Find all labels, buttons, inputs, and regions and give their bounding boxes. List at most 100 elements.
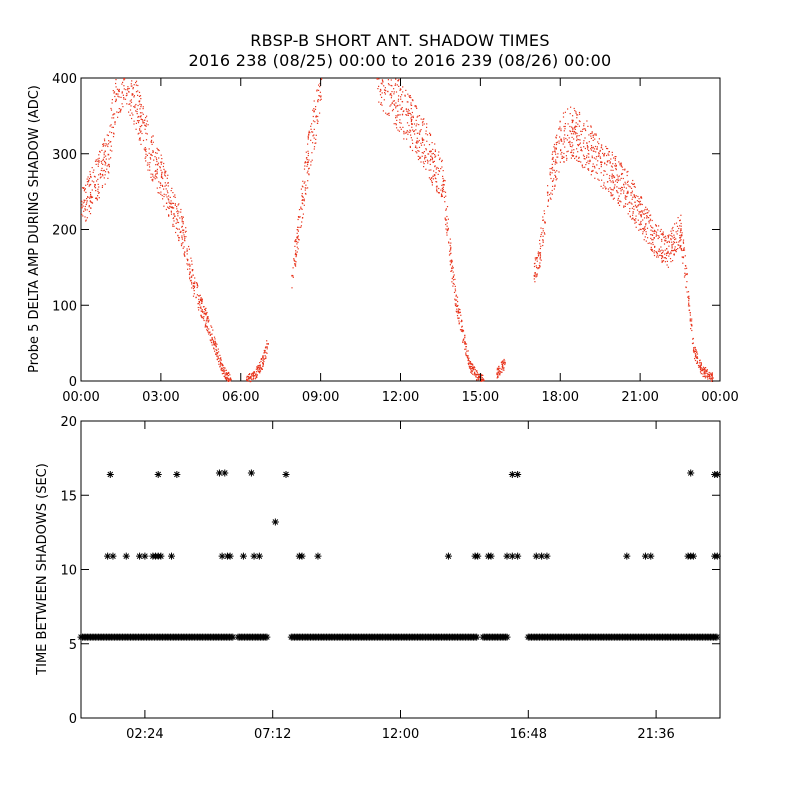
- probe-amp-point: [401, 107, 403, 109]
- probe-amp-point: [441, 160, 443, 163]
- probe-amp-point: [217, 356, 219, 358]
- probe-amp-point: [100, 160, 102, 162]
- probe-amp-point: [583, 140, 585, 142]
- probe-amp-point: [449, 260, 451, 262]
- probe-amp-point: [144, 147, 146, 149]
- probe-amp-point: [301, 196, 304, 198]
- probe-amp-point: [610, 195, 612, 197]
- probe-amp-point: [602, 148, 604, 150]
- probe-amp-point: [625, 183, 627, 185]
- probe-amp-point: [598, 168, 600, 170]
- probe-amp-point: [445, 219, 448, 221]
- probe-amp-point: [208, 320, 210, 322]
- probe-amp-point: [706, 376, 708, 378]
- probe-amp-point: [674, 248, 676, 250]
- bottom-x-tick-label: 16:48: [510, 727, 547, 742]
- probe-amp-point: [171, 206, 174, 209]
- probe-amp-point: [595, 133, 597, 135]
- probe-amp-point: [89, 213, 92, 215]
- probe-amp-point: [225, 373, 227, 375]
- probe-amp-point: [413, 130, 415, 133]
- probe-amp-point: [596, 146, 598, 148]
- probe-amp-point: [105, 143, 107, 145]
- probe-amp-point: [702, 375, 704, 378]
- probe-amp-point: [247, 380, 249, 382]
- probe-amp-point: [257, 369, 259, 371]
- probe-amp-point: [571, 142, 573, 144]
- probe-amp-point: [450, 260, 452, 262]
- probe-amp-point: [625, 198, 627, 200]
- probe-amp-point: [247, 376, 249, 378]
- probe-amp-point: [451, 281, 453, 283]
- probe-amp-point: [115, 98, 117, 100]
- probe-amp-point: [544, 221, 546, 223]
- probe-amp-point: [592, 163, 594, 165]
- probe-amp-point: [441, 194, 443, 196]
- probe-amp-point: [443, 190, 445, 193]
- bottom-y-tick-label: 20: [60, 415, 77, 430]
- probe-amp-point: [130, 85, 132, 87]
- probe-amp-point: [198, 298, 200, 300]
- probe-amp-point: [159, 187, 161, 189]
- probe-amp-point: [563, 152, 565, 155]
- probe-amp-point: [408, 124, 410, 127]
- probe-amp-point: [549, 173, 551, 175]
- shadow-interval-point: [503, 552, 511, 560]
- probe-amp-point: [89, 200, 91, 202]
- probe-amp-point: [385, 112, 387, 114]
- probe-amp-point: [709, 373, 711, 376]
- probe-amp-point: [471, 370, 474, 372]
- probe-amp-point: [120, 109, 122, 111]
- probe-amp-point: [295, 239, 297, 241]
- probe-amp-point: [139, 103, 141, 105]
- probe-amp-point: [575, 156, 577, 158]
- probe-amp-point: [429, 160, 431, 162]
- probe-amp-point: [608, 151, 610, 153]
- probe-amp-point: [198, 300, 200, 303]
- probe-amp-point: [572, 155, 575, 157]
- probe-amp-point: [85, 219, 87, 221]
- probe-amp-point: [609, 162, 611, 164]
- probe-amp-point: [620, 164, 623, 166]
- probe-amp-point: [189, 268, 191, 270]
- probe-amp-point: [621, 166, 623, 168]
- probe-amp-point: [565, 155, 567, 157]
- probe-amp-point: [212, 341, 215, 343]
- probe-amp-point: [688, 295, 690, 297]
- probe-amp-point: [100, 176, 102, 178]
- probe-amp-point: [115, 93, 118, 95]
- probe-amp-point: [193, 288, 195, 290]
- probe-amp-point: [90, 193, 92, 196]
- probe-amp-point: [211, 338, 213, 340]
- probe-amp-point: [307, 187, 309, 189]
- probe-amp-point: [480, 376, 482, 378]
- probe-amp-point: [418, 115, 421, 117]
- probe-amp-point: [259, 367, 261, 369]
- probe-amp-point: [555, 175, 557, 178]
- probe-amp-point: [146, 133, 148, 135]
- probe-amp-point: [140, 143, 142, 145]
- probe-amp-point: [464, 348, 466, 350]
- probe-amp-point: [160, 184, 162, 186]
- shadow-interval-point: [508, 470, 516, 478]
- probe-amp-point: [457, 310, 459, 312]
- probe-amp-point: [663, 243, 666, 245]
- probe-amp-point: [206, 320, 208, 322]
- probe-amp-point: [607, 153, 609, 155]
- probe-amp-point: [127, 86, 129, 88]
- probe-amp-point: [266, 352, 268, 354]
- probe-amp-point: [467, 357, 469, 359]
- probe-amp-point: [664, 235, 667, 237]
- probe-amp-point: [412, 100, 414, 102]
- probe-amp-point: [201, 300, 203, 302]
- probe-amp-point: [203, 319, 205, 322]
- probe-amp-point: [587, 153, 589, 155]
- probe-amp-point: [182, 229, 184, 232]
- probe-amp-point: [410, 130, 412, 132]
- probe-amp-point: [409, 96, 411, 98]
- probe-amp-point: [410, 137, 412, 139]
- probe-amp-point: [410, 102, 412, 104]
- probe-amp-point: [205, 312, 207, 314]
- shadow-interval-point: [543, 552, 551, 560]
- shadow-interval-point: [215, 469, 223, 477]
